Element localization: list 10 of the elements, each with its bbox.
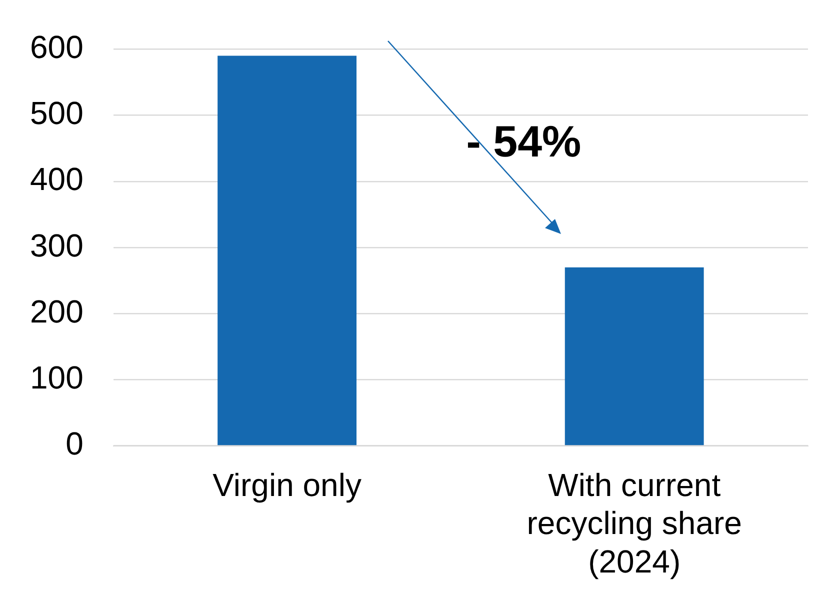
y-tick-label: 400	[30, 161, 84, 198]
x-tick-label: With current recycling share (2024)	[526, 466, 742, 580]
x-tick-label: Virgin only	[212, 466, 362, 503]
y-tick-label: 0	[66, 426, 84, 462]
annotation: - 54%	[466, 117, 582, 166]
y-tick-label: 300	[30, 227, 84, 264]
y-tick-label: 500	[30, 95, 84, 132]
y-tick-label: 600	[30, 29, 84, 66]
y-tick-label: 100	[30, 360, 84, 396]
y-tick-label: 200	[30, 293, 84, 330]
